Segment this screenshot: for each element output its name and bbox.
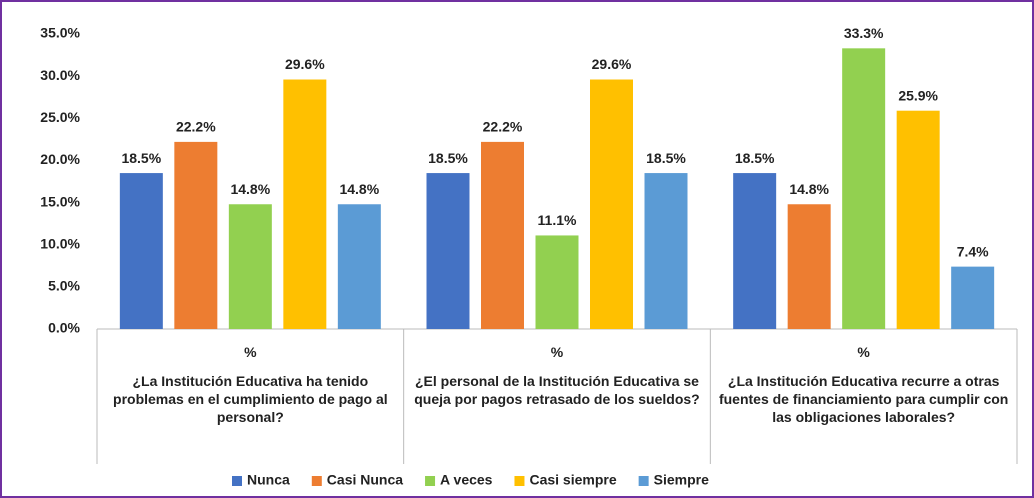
y-tick-label: 25.0% bbox=[40, 109, 80, 125]
data-label: 22.2% bbox=[176, 119, 216, 135]
y-tick-label: 30.0% bbox=[40, 67, 80, 83]
data-label: 29.6% bbox=[285, 56, 325, 72]
data-label: 18.5% bbox=[428, 150, 468, 166]
legend-swatch bbox=[425, 476, 436, 486]
legend-swatch bbox=[232, 476, 242, 486]
bar bbox=[535, 235, 579, 329]
data-label: 25.9% bbox=[898, 87, 938, 103]
legend-swatch bbox=[514, 476, 525, 486]
bar bbox=[283, 79, 327, 329]
data-label: 14.8% bbox=[339, 181, 379, 197]
bar bbox=[228, 204, 272, 329]
legend-label: Casi siempre bbox=[529, 472, 616, 488]
x-tick-label: ¿El personal de la Institución Educativa… bbox=[414, 373, 700, 407]
x-tick-label: ¿La Institución Educativa ha tenido prob… bbox=[113, 373, 388, 425]
data-label: 18.5% bbox=[735, 150, 775, 166]
y-tick-label: 10.0% bbox=[40, 235, 80, 251]
legend-label: Casi Nunca bbox=[327, 472, 403, 488]
bar bbox=[426, 173, 470, 329]
bar bbox=[337, 204, 381, 329]
data-label: 33.3% bbox=[844, 25, 884, 41]
bar bbox=[951, 266, 995, 329]
legend-swatch bbox=[311, 476, 322, 486]
bar bbox=[644, 173, 688, 329]
y-tick-label: 20.0% bbox=[40, 151, 80, 167]
y-tick-label: 0.0% bbox=[48, 320, 80, 336]
x-subcategory-label: % bbox=[857, 344, 870, 360]
bar bbox=[733, 173, 777, 329]
y-tick-label: 15.0% bbox=[40, 193, 80, 209]
legend-label: A veces bbox=[440, 472, 493, 488]
data-label: 18.5% bbox=[646, 150, 686, 166]
data-label: 14.8% bbox=[789, 181, 829, 197]
bar bbox=[174, 141, 218, 329]
bar bbox=[842, 48, 886, 329]
data-label: 29.6% bbox=[592, 56, 632, 72]
bar bbox=[119, 173, 163, 329]
y-tick-label: 35.0% bbox=[40, 25, 80, 41]
data-label: 7.4% bbox=[957, 243, 989, 259]
data-label: 14.8% bbox=[230, 181, 270, 197]
data-label: 22.2% bbox=[483, 119, 523, 135]
x-tick-label: ¿La Institución Educativa recurre a otra… bbox=[718, 373, 1009, 425]
bar bbox=[787, 204, 831, 329]
y-tick-label: 5.0% bbox=[48, 278, 80, 294]
data-label: 11.1% bbox=[538, 212, 577, 228]
bar bbox=[590, 79, 633, 329]
x-subcategory-label: % bbox=[244, 344, 257, 360]
legend-label: Nunca bbox=[247, 472, 290, 488]
x-subcategory-label: % bbox=[550, 344, 564, 360]
legend-swatch bbox=[638, 476, 649, 486]
bar bbox=[481, 141, 524, 329]
data-label: 18.5% bbox=[121, 150, 161, 166]
bar bbox=[896, 110, 940, 329]
legend-label: Siempre bbox=[654, 472, 709, 488]
